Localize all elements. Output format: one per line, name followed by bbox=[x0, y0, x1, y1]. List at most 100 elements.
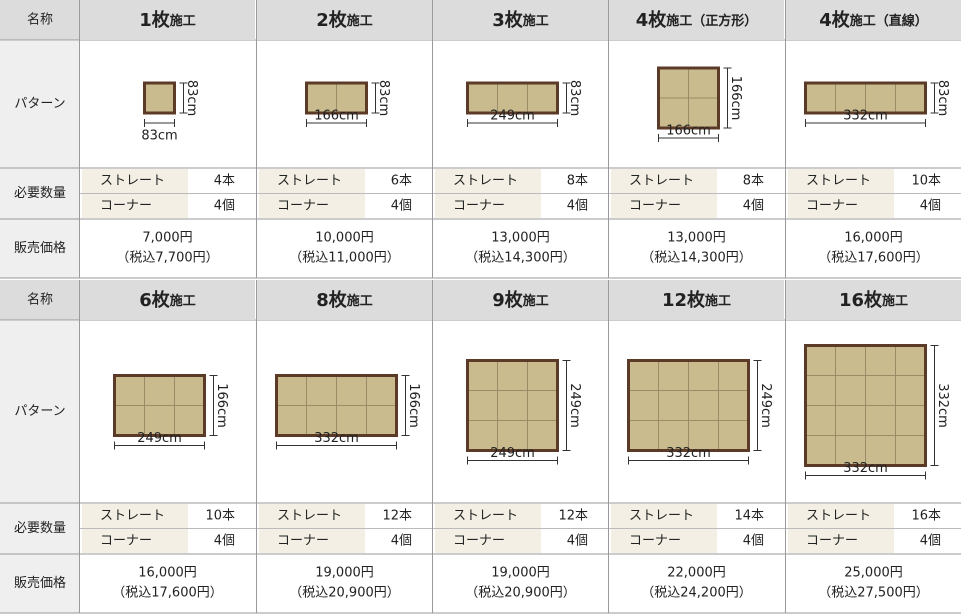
qty-label-bg bbox=[788, 169, 894, 193]
qty-label-bg bbox=[259, 529, 365, 553]
column-title: 16枚施工 bbox=[839, 289, 908, 311]
height-label: 166cm bbox=[214, 383, 229, 428]
height-label: 166cm bbox=[728, 76, 743, 121]
title-main: 2枚 bbox=[316, 9, 348, 31]
corner-qty: 4個 bbox=[214, 199, 235, 214]
tatami bbox=[466, 81, 559, 115]
price-tax: （税込20,900円） bbox=[289, 586, 400, 601]
row-label: 販売価格 bbox=[14, 575, 66, 591]
width-label: 249cm bbox=[137, 431, 182, 446]
qty-label-bg bbox=[435, 194, 541, 218]
qty-label-bg bbox=[435, 529, 541, 553]
qty-label-bg bbox=[82, 529, 188, 553]
header-cell bbox=[433, 280, 608, 320]
qty-label-bg bbox=[611, 504, 717, 528]
straight-qty: 8本 bbox=[567, 174, 588, 189]
label-cell bbox=[0, 321, 79, 613]
price: 16,000円 bbox=[844, 231, 903, 246]
tatami bbox=[143, 81, 176, 115]
tatami bbox=[466, 359, 559, 452]
straight-label: ストレート bbox=[453, 509, 518, 524]
qty-label-bg bbox=[259, 169, 365, 193]
height-label: 166cm bbox=[406, 383, 421, 428]
width-label: 249cm bbox=[490, 109, 535, 124]
column-title: 4枚施工（正方形） bbox=[636, 9, 758, 31]
corner-label: コーナー bbox=[629, 199, 681, 214]
corner-qty: 4個 bbox=[567, 534, 588, 549]
corner-qty: 4個 bbox=[920, 534, 941, 549]
title-main: 16枚 bbox=[839, 289, 883, 311]
straight-qty: 14本 bbox=[734, 509, 764, 524]
qty-label-bg bbox=[82, 194, 188, 218]
header-cell bbox=[609, 0, 784, 40]
qty-label-bg bbox=[611, 529, 717, 553]
price: 13,000円 bbox=[667, 231, 726, 246]
corner-label: コーナー bbox=[806, 534, 858, 549]
title-sub: 施工 bbox=[523, 13, 549, 29]
straight-qty: 6本 bbox=[391, 174, 412, 189]
title-main: 8枚 bbox=[316, 289, 348, 311]
price-tax: （税込20,900円） bbox=[465, 586, 576, 601]
title-main: 4枚 bbox=[819, 9, 851, 31]
qty-label-bg bbox=[788, 529, 894, 553]
corner-qty: 4個 bbox=[743, 534, 764, 549]
corner-label: コーナー bbox=[453, 534, 505, 549]
column-title: 9枚施工 bbox=[492, 289, 549, 311]
price: 13,000円 bbox=[491, 231, 550, 246]
title-sub: 施工 bbox=[347, 13, 373, 29]
straight-qty: 16本 bbox=[911, 509, 941, 524]
row-label: 必要数量 bbox=[14, 186, 66, 201]
title-sub: 施工 bbox=[523, 293, 549, 309]
price: 19,000円 bbox=[491, 566, 550, 581]
column-title: 4枚施工（直線） bbox=[819, 9, 928, 31]
title-main: 9枚 bbox=[492, 289, 524, 311]
title-main: 4枚 bbox=[636, 9, 668, 31]
corner-label: コーナー bbox=[100, 534, 152, 549]
row-label: 名称 bbox=[27, 12, 53, 28]
row-label: 名称 bbox=[27, 292, 53, 308]
price: 22,000円 bbox=[667, 566, 726, 581]
qty-label-bg bbox=[611, 194, 717, 218]
title-sub: 施工（直線） bbox=[850, 13, 928, 29]
qty-label-bg bbox=[435, 169, 541, 193]
corner-qty: 4個 bbox=[743, 199, 764, 214]
header-cell bbox=[80, 0, 255, 40]
corner-qty: 4個 bbox=[920, 199, 941, 214]
row-label: 必要数量 bbox=[14, 521, 66, 536]
qty-label-bg bbox=[82, 504, 188, 528]
header-cell bbox=[80, 280, 255, 320]
straight-label: ストレート bbox=[806, 174, 871, 189]
corner-qty: 4個 bbox=[391, 534, 412, 549]
straight-qty: 10本 bbox=[205, 509, 235, 524]
column-title: 12枚施工 bbox=[662, 289, 731, 311]
row-label: パターン bbox=[14, 404, 65, 419]
straight-label: ストレート bbox=[277, 174, 342, 189]
column-title: 8枚施工 bbox=[316, 289, 373, 311]
header-cell bbox=[786, 280, 961, 320]
height-label: 83cm bbox=[376, 80, 391, 116]
qty-label-bg bbox=[259, 194, 365, 218]
column-title: 1枚施工 bbox=[139, 9, 196, 31]
qty-label-bg bbox=[788, 504, 894, 528]
height-label: 83cm bbox=[935, 80, 950, 116]
label-cell bbox=[0, 280, 79, 320]
title-main: 6枚 bbox=[139, 289, 171, 311]
label-cell bbox=[0, 41, 79, 278]
price: 16,000円 bbox=[138, 566, 197, 581]
width-label: 332cm bbox=[666, 446, 711, 461]
straight-qty: 12本 bbox=[558, 509, 588, 524]
title-main: 3枚 bbox=[492, 9, 524, 31]
price-tax: （税込14,300円） bbox=[465, 251, 576, 266]
corner-label: コーナー bbox=[629, 534, 681, 549]
price-tax: （税込17,600円） bbox=[112, 586, 223, 601]
height-label: 83cm bbox=[184, 80, 199, 116]
straight-qty: 8本 bbox=[743, 174, 764, 189]
straight-label: ストレート bbox=[277, 509, 342, 524]
column-title: 3枚施工 bbox=[492, 9, 549, 31]
height-label: 249cm bbox=[567, 383, 582, 428]
straight-qty: 4本 bbox=[214, 174, 235, 189]
corner-label: コーナー bbox=[100, 199, 152, 214]
height-label: 83cm bbox=[567, 80, 582, 116]
qty-label-bg bbox=[259, 504, 365, 528]
